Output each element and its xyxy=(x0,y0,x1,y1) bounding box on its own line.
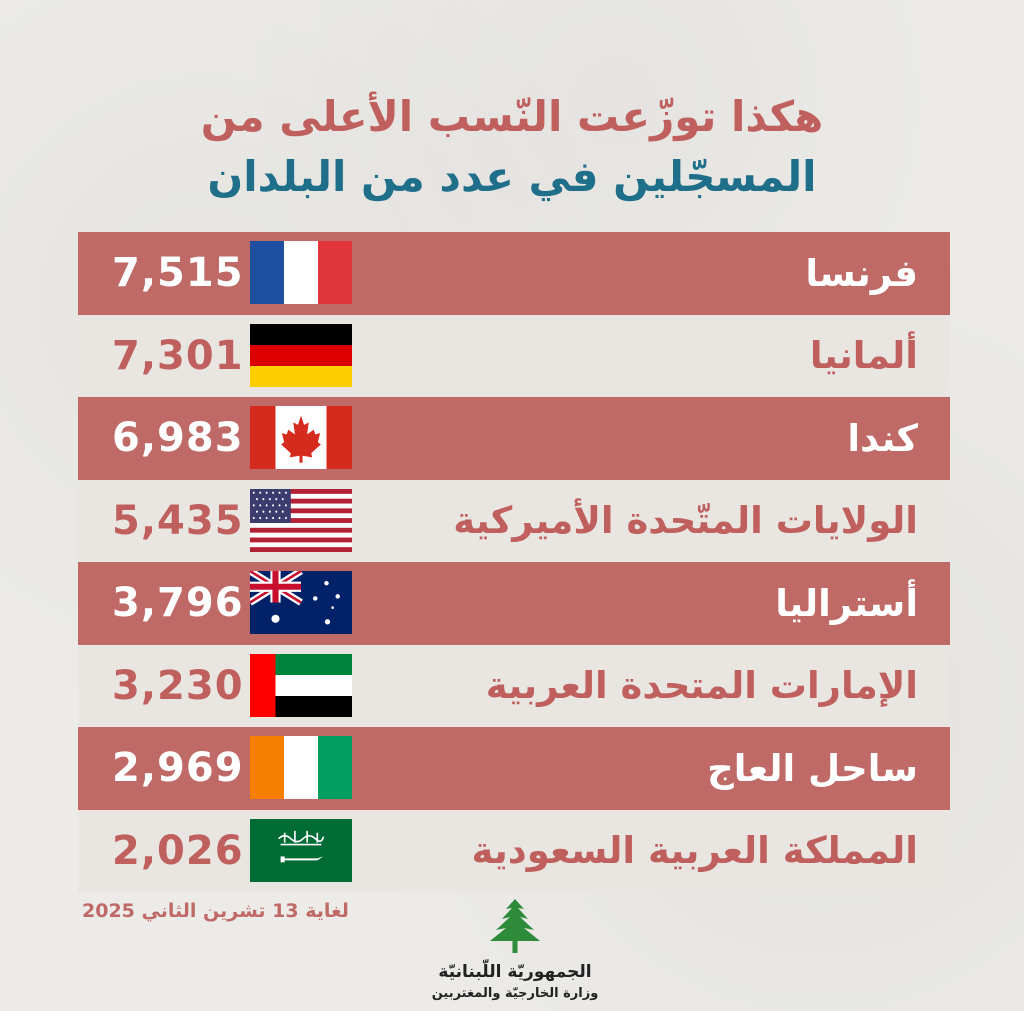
country-name: ألمانيا xyxy=(809,334,918,378)
table-row: 6,983 كندا xyxy=(78,397,950,480)
registered-count: 3,796 xyxy=(112,580,244,627)
table-row: 5,435 xyxy=(78,479,950,562)
registered-count: 2,969 xyxy=(112,745,244,792)
country-name: الإمارات المتحدة العربية xyxy=(485,664,918,708)
date-note: لغاية 13 تشرين الثاني 2025 xyxy=(82,900,349,922)
table-row: 7,515 فرنسا xyxy=(78,232,950,315)
country-name: ساحل العاج xyxy=(707,746,918,790)
country-name: كندا xyxy=(847,416,918,460)
title-line-2: المسجّلين في عدد من البلدان xyxy=(207,152,817,201)
ivory-coast-flag-icon xyxy=(250,736,352,799)
country-name: الولايات المتّحدة الأميركية xyxy=(453,499,918,543)
germany-flag-icon xyxy=(250,323,352,387)
canada-flag-icon xyxy=(250,406,352,469)
usa-flag-icon xyxy=(250,488,352,552)
registered-count: 3,230 xyxy=(112,662,244,709)
table-row: 2,969 ساحل العاج xyxy=(78,727,950,810)
country-table: 7,515 فرنسا 7,301 ألمانيا 6,983 xyxy=(78,232,950,892)
cedar-tree-icon xyxy=(480,897,550,957)
registered-count: 6,983 xyxy=(112,415,244,462)
country-name: المملكة العربية السعودية xyxy=(471,829,918,873)
registered-count: 5,435 xyxy=(112,497,244,544)
registered-count: 7,515 xyxy=(112,250,244,297)
country-name: أستراليا xyxy=(775,581,918,625)
france-flag-icon xyxy=(250,241,352,304)
country-name: فرنسا xyxy=(805,251,918,295)
table-row: 3,230 الإمارات المتحدة العربية xyxy=(78,644,950,727)
table-row: 3,796 أستراليا xyxy=(78,562,950,645)
org-name: الجمهوريّة اللّبنانيّة xyxy=(438,962,592,982)
title-line-1: هكذا توزّعت النّسب الأعلى من xyxy=(200,92,824,141)
table-row: 7,301 ألمانيا xyxy=(78,314,950,397)
ministry-name: وزارة الخارجيّة والمغتربين xyxy=(431,986,599,1001)
registered-count: 7,301 xyxy=(112,332,244,379)
registered-count: 2,026 xyxy=(112,827,244,874)
table-row: 2,026 المملكة العربية السعودية xyxy=(78,809,950,892)
uae-flag-icon xyxy=(250,653,352,717)
australia-flag-icon xyxy=(250,571,352,634)
saudi-arabia-flag-icon xyxy=(250,818,352,882)
